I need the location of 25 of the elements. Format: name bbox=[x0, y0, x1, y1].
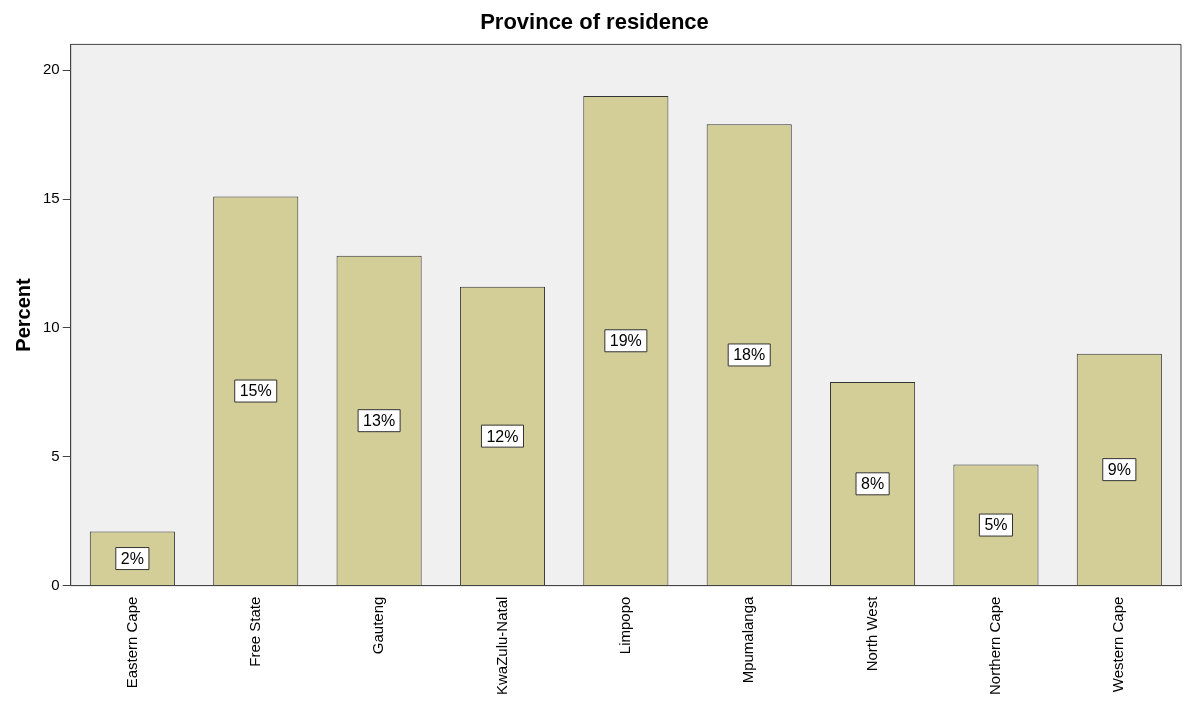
data-label: 15% bbox=[239, 382, 272, 400]
x-tick-label: Gauteng bbox=[369, 596, 387, 655]
chart-title: Province of residence bbox=[480, 9, 709, 35]
x-tick-label: Mpumalanga bbox=[739, 595, 757, 684]
data-label: 19% bbox=[609, 332, 642, 350]
x-tick-label: North West bbox=[862, 595, 880, 672]
y-tick-label: 15 bbox=[43, 189, 60, 207]
y-axis-title: Percent bbox=[11, 277, 34, 352]
y-tick-label: 20 bbox=[43, 60, 60, 78]
x-tick-label: Western Cape bbox=[1109, 596, 1127, 693]
data-label: 13% bbox=[363, 412, 396, 430]
x-tick-label: Free State bbox=[245, 596, 263, 667]
x-tick-label: Eastern Cape bbox=[122, 596, 140, 689]
x-tick-label: KwaZulu-Natal bbox=[492, 596, 510, 695]
data-label: 18% bbox=[733, 346, 766, 364]
data-label: 8% bbox=[861, 475, 885, 493]
x-tick-label: Limpopo bbox=[615, 596, 633, 655]
data-label: 5% bbox=[984, 516, 1008, 534]
data-label: 12% bbox=[486, 427, 519, 445]
y-tick-label: 5 bbox=[51, 446, 60, 464]
data-label: 2% bbox=[120, 549, 144, 567]
data-label: 9% bbox=[1107, 461, 1131, 479]
y-tick-label: 10 bbox=[43, 318, 60, 336]
y-tick-label: 0 bbox=[51, 575, 60, 593]
x-tick-label: Northern Cape bbox=[986, 596, 1004, 695]
